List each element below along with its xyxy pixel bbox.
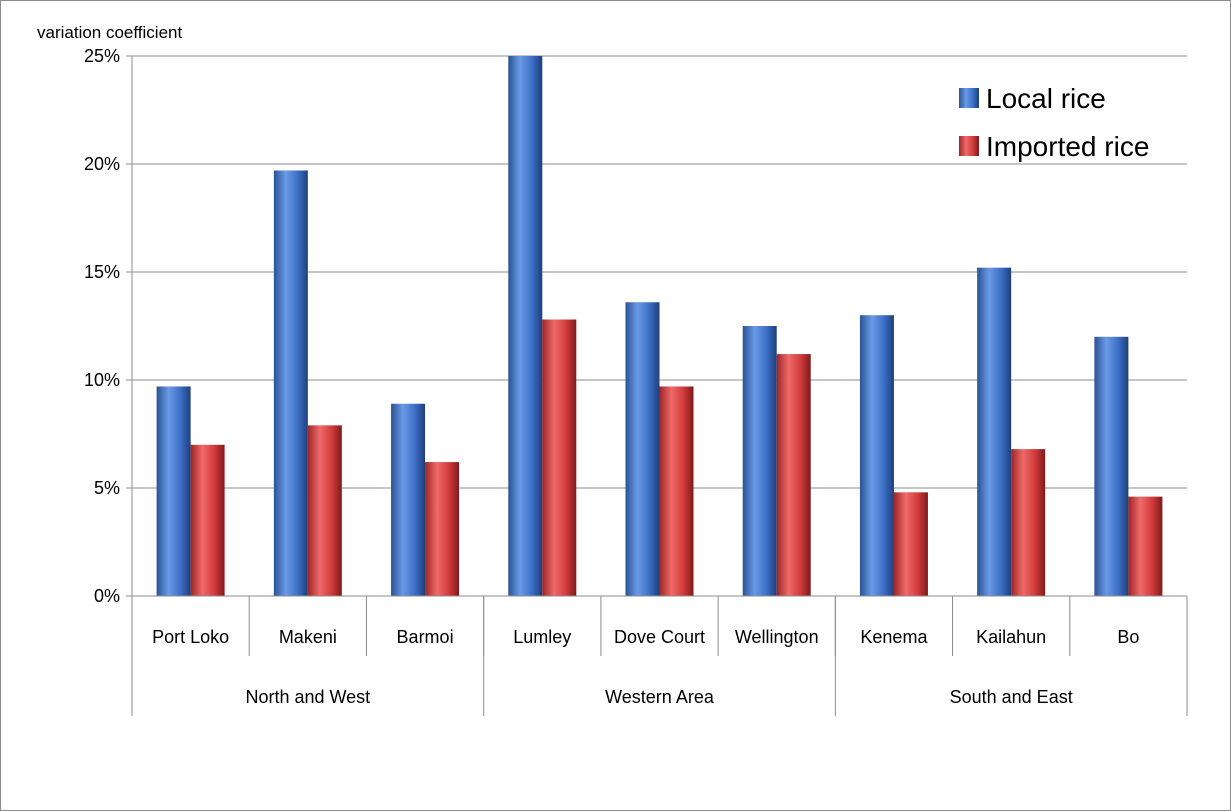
bar-local-rice — [391, 403, 426, 596]
bar-imported-rice — [893, 492, 928, 596]
bar-local-rice — [742, 326, 777, 596]
category-label: Kailahun — [976, 627, 1046, 647]
bar-local-rice — [625, 302, 660, 596]
bar-imported-rice — [659, 386, 694, 596]
y-tick-label: 0% — [94, 586, 120, 606]
y-tick-label: 10% — [84, 370, 120, 390]
category-labels: Port Loko Makeni Barmoi Lumley Dove Court Wel… — [152, 627, 1139, 647]
legend-swatch-imported-rice — [959, 136, 979, 156]
category-label: Port Loko — [152, 627, 229, 647]
bar-local-rice — [1094, 336, 1129, 596]
bar-imported-rice — [425, 462, 460, 596]
y-tick-label: 15% — [84, 262, 120, 282]
category-label: Wellington — [735, 627, 819, 647]
bar-local-rice — [156, 386, 191, 596]
bar-imported-rice — [542, 319, 577, 596]
bar-local-rice — [859, 315, 894, 596]
bar-imported-rice — [776, 354, 811, 596]
axes — [131, 56, 1188, 716]
bar-imported-rice — [307, 425, 342, 596]
y-tick-labels: 0% 5% 10% 15% 20% 25% — [84, 46, 132, 606]
bar-local-rice — [977, 267, 1012, 596]
y-tick-label: 5% — [94, 478, 120, 498]
bar-local-rice — [508, 56, 543, 596]
y-tick-label: 20% — [84, 154, 120, 174]
category-label: Bo — [1117, 627, 1139, 647]
legend: Local rice Imported rice — [959, 83, 1149, 162]
category-label: Kenema — [860, 627, 928, 647]
y-axis-label: variation coefficient — [37, 23, 182, 42]
group-label: North and West — [245, 687, 370, 707]
legend-label-local-rice: Local rice — [986, 83, 1106, 114]
group-label: South and East — [950, 687, 1073, 707]
category-label: Barmoi — [397, 627, 454, 647]
bar-imported-rice — [190, 444, 225, 596]
group-label: Western Area — [605, 687, 715, 707]
y-tick-label: 25% — [84, 46, 120, 66]
bars — [156, 56, 1163, 597]
group-labels: North and West Western Area South and East — [245, 687, 1072, 707]
bar-imported-rice — [1128, 496, 1163, 596]
category-label: Dove Court — [614, 627, 705, 647]
legend-label-imported-rice: Imported rice — [986, 131, 1149, 162]
bar-imported-rice — [1011, 449, 1046, 596]
category-label: Lumley — [513, 627, 571, 647]
bar-local-rice — [273, 170, 308, 597]
legend-swatch-local-rice — [959, 88, 979, 108]
category-label: Makeni — [279, 627, 337, 647]
